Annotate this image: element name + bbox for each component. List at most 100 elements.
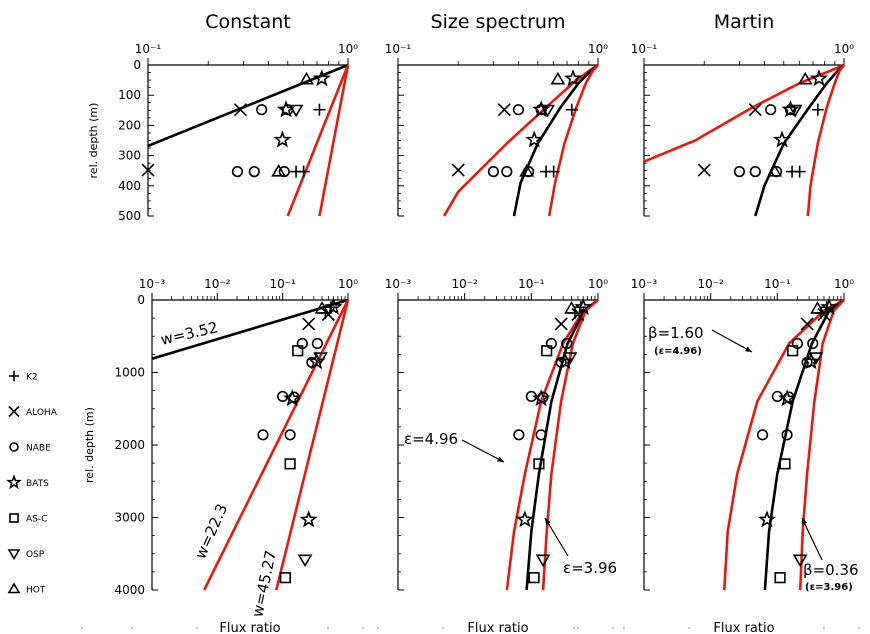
x-tick-label: 10⁰ xyxy=(588,277,608,291)
obs-bats xyxy=(273,130,292,148)
separator-dot xyxy=(858,627,860,629)
obs-bats xyxy=(525,130,544,148)
x-tick-label: 10⁻¹ xyxy=(764,277,791,291)
obs-asc xyxy=(787,345,799,357)
obs-bats xyxy=(299,510,318,528)
obs-nabe xyxy=(284,429,296,441)
x-tick-label: 10⁻³ xyxy=(139,277,166,291)
arrowhead xyxy=(802,518,808,525)
obs-bats xyxy=(772,130,792,148)
panel-2: Size spectrum 10⁻¹ 10⁰ xyxy=(385,11,608,217)
model-curve-2 xyxy=(754,64,845,217)
legend-label: K2 xyxy=(26,373,38,383)
obs-nabe xyxy=(257,429,269,441)
obs-asc xyxy=(279,572,291,584)
obs-nabe xyxy=(807,337,819,350)
model-curve-1 xyxy=(505,298,599,591)
obs-nabe xyxy=(733,166,746,178)
obs-asc xyxy=(528,572,540,584)
obs-nabe xyxy=(231,166,244,178)
annotation: (ε=3.96) xyxy=(805,582,853,593)
y-tick-label: 300 xyxy=(118,149,141,163)
obs-k2 xyxy=(565,103,578,116)
obs-osp xyxy=(535,554,551,568)
panel-title: Size spectrum xyxy=(431,11,566,33)
obs-asc xyxy=(292,345,304,357)
annotation: β=0.36 xyxy=(803,561,859,579)
model-curve-2 xyxy=(763,298,845,591)
separator-dot xyxy=(623,627,625,629)
legend-marker xyxy=(7,549,21,561)
model-curve-3 xyxy=(318,64,350,217)
obs-aloha xyxy=(800,317,814,331)
obs-aloha xyxy=(697,163,711,177)
annotation: β=1.60 xyxy=(648,324,704,342)
annotation: ε=4.96 xyxy=(404,430,458,448)
y-axis-label: rel. depth (m) xyxy=(87,103,100,179)
obs-nabe xyxy=(512,104,525,116)
obs-bats xyxy=(531,389,551,407)
obs-nabe xyxy=(501,166,513,178)
legend-marker xyxy=(6,474,22,490)
obs-osp xyxy=(808,352,824,365)
obs-k2 xyxy=(313,103,326,116)
obs-bats xyxy=(574,297,593,315)
separator-dot xyxy=(688,627,690,629)
obs-bats xyxy=(283,389,302,407)
x-axis-label: Flux ratio xyxy=(713,621,774,634)
obs-k2 xyxy=(811,103,824,116)
annotation-arrow xyxy=(711,329,753,353)
x-tick-label: 10⁻² xyxy=(697,277,724,291)
obs-k2 xyxy=(540,165,553,178)
panel-4: 10⁻³ 10⁻² 10⁻¹ 10⁰ 0 1000 2000 3000 4000 rel. dep… xyxy=(81,277,364,634)
legend-item-k2: K2 xyxy=(9,371,38,383)
y-tick-label: 2000 xyxy=(114,438,145,452)
obs-bats xyxy=(532,100,551,118)
obs-aloha xyxy=(141,163,155,177)
separator-dot xyxy=(327,627,329,629)
obs-asc xyxy=(779,458,791,470)
legend-marker xyxy=(9,513,19,523)
x-tick-label: 10⁻³ xyxy=(631,277,658,291)
separator-dot xyxy=(81,627,83,629)
panel-6: 10⁻³ 10⁻² 10⁻¹ 10⁰ Flux ratio β=1.60 (ε=4.96) β… xyxy=(573,277,860,634)
annotation-arrow xyxy=(461,439,505,463)
x-tick-label: 10⁰ xyxy=(338,277,358,291)
legend-label: OSP xyxy=(26,550,45,560)
legend-label: BATS xyxy=(26,479,49,489)
x-tick-label: 10⁻¹ xyxy=(518,277,545,291)
legend-item-aloha: ALOHA xyxy=(8,405,58,418)
obs-bats xyxy=(324,297,343,315)
model-curve-3 xyxy=(547,64,599,217)
y-tick-label: 0 xyxy=(133,58,141,72)
model-curve-2 xyxy=(286,64,350,217)
obs-nabe xyxy=(756,429,769,441)
obs-aloha xyxy=(748,103,762,117)
x-tick-label: 10⁰ xyxy=(338,42,358,56)
x-tick-label: 10⁻² xyxy=(451,277,478,291)
obs-bats xyxy=(781,100,800,118)
x-tick-label: 10⁻¹ xyxy=(135,42,162,56)
obs-asc xyxy=(774,572,786,584)
obs-nabe xyxy=(256,104,268,116)
annotation: w=22.3 xyxy=(191,501,231,562)
annotation-arrow xyxy=(801,517,823,561)
legend-marker xyxy=(7,582,21,594)
obs-nabe xyxy=(513,429,525,441)
model-curve-3 xyxy=(798,299,845,591)
legend-label: HOT xyxy=(26,586,46,596)
panel-title: Constant xyxy=(205,11,290,33)
obs-osp xyxy=(792,554,808,568)
separator-dot xyxy=(823,627,825,629)
legend-item-asc: AS-C xyxy=(9,513,47,525)
obs-aloha xyxy=(497,103,511,117)
x-axis-label: Flux ratio xyxy=(467,621,528,634)
model-curve-1 xyxy=(723,298,845,591)
obs-aloha xyxy=(302,317,316,331)
obs-nabe xyxy=(561,337,573,350)
legend-marker xyxy=(9,371,19,381)
y-tick-label: 500 xyxy=(118,209,141,223)
obs-asc xyxy=(533,458,545,470)
obs-k2 xyxy=(786,165,799,178)
separator-dot xyxy=(196,627,198,629)
